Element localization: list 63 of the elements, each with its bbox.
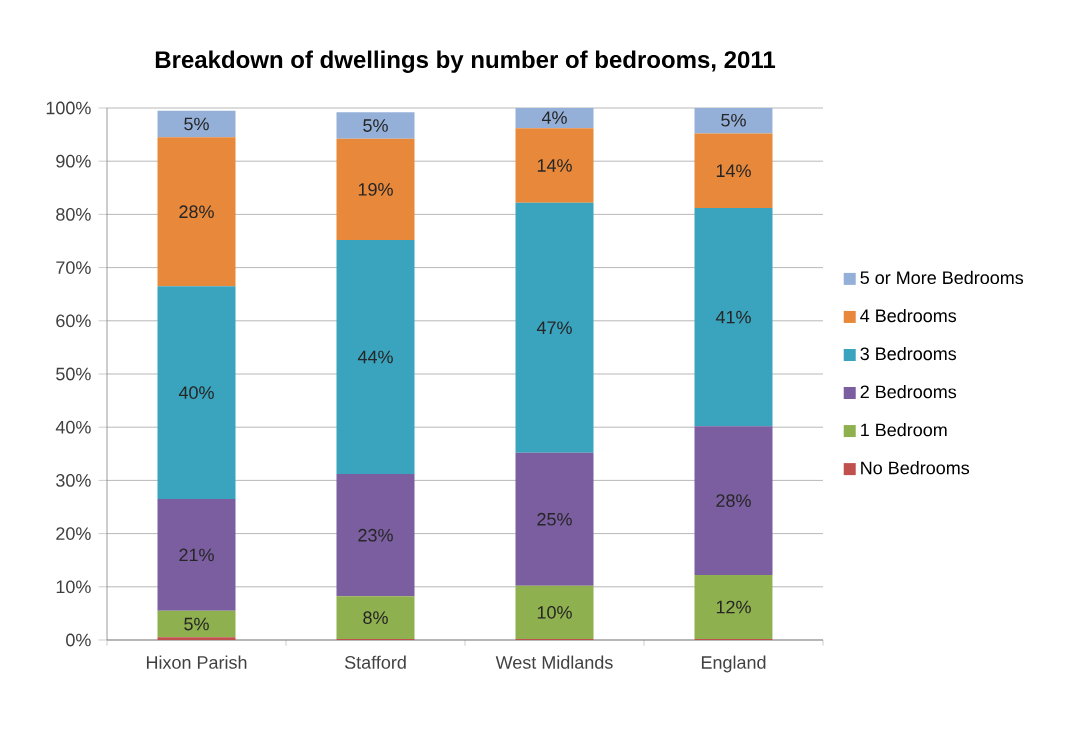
data-label: 47%: [536, 321, 572, 334]
bar: [515, 128, 594, 203]
data-label: 41%: [715, 310, 751, 324]
legend-label: No Bedrooms: [861, 461, 970, 475]
data-label: 23%: [358, 528, 393, 542]
legend-label: 5 or More Bedrooms: [860, 270, 1024, 285]
legend-label: 2 Bedrooms: [860, 384, 957, 399]
y-tick-label: 70%: [56, 261, 91, 274]
y-tick-label: 100%: [46, 101, 91, 115]
data-label: 44%: [357, 350, 393, 364]
y-tick-label: 20%: [56, 527, 91, 540]
bar: [336, 138, 415, 240]
legend-label: 4 Bedrooms: [860, 308, 957, 323]
y-tick-label: 10%: [56, 580, 91, 594]
bar: [157, 286, 236, 500]
y-tick-label: 30%: [56, 474, 91, 487]
bar: [157, 499, 236, 611]
data-label: 10%: [537, 605, 572, 619]
bar: [694, 208, 773, 427]
bar: [157, 110, 236, 138]
bar: [515, 585, 594, 639]
bar: [336, 112, 415, 139]
bar: [694, 575, 773, 639]
data-label: 4%: [541, 111, 567, 124]
data-label: 12%: [716, 600, 751, 614]
data-label: 5%: [184, 617, 209, 631]
y-tick-label: 80%: [56, 208, 91, 221]
bar: [515, 202, 594, 453]
data-label: 14%: [716, 164, 751, 178]
bar: [515, 452, 594, 586]
x-tick-label: West Midlands: [495, 655, 613, 669]
bar: [515, 108, 594, 129]
data-label: 21%: [179, 548, 214, 562]
data-label: 5%: [363, 119, 388, 132]
bar: [157, 637, 236, 640]
y-tick-label: 50%: [56, 367, 91, 381]
bar: [694, 133, 773, 209]
bar: [694, 108, 773, 134]
bar: [336, 596, 415, 639]
y-tick-label: 60%: [56, 314, 91, 328]
data-label: 8%: [363, 611, 388, 625]
y-tick-label: 90%: [56, 154, 91, 168]
x-tick-label: Stafford: [344, 655, 406, 669]
y-tick-label: 40%: [55, 420, 91, 434]
bar: [694, 426, 773, 576]
x-tick-label: England: [701, 655, 766, 673]
bar: [157, 610, 236, 638]
x-tick-label: Hixon Parish: [146, 655, 247, 669]
chart-title: Breakdown of dwellings by number of bedrooms, 2011: [155, 50, 776, 73]
data-label: 28%: [716, 494, 751, 507]
data-label: 40%: [178, 386, 214, 399]
data-label: 28%: [179, 205, 214, 219]
legend-label: 1 Bedroom: [861, 423, 947, 437]
bar: [336, 239, 415, 475]
data-label: 25%: [537, 512, 572, 526]
data-label: 5%: [184, 117, 209, 131]
legend-label: 3 Bedrooms: [860, 346, 957, 361]
data-label: 14%: [537, 159, 572, 172]
data-label: 5%: [721, 113, 746, 127]
y-tick-label: 0%: [66, 633, 91, 647]
bar: [336, 474, 415, 597]
data-label: 19%: [358, 183, 393, 196]
bar: [157, 137, 236, 287]
